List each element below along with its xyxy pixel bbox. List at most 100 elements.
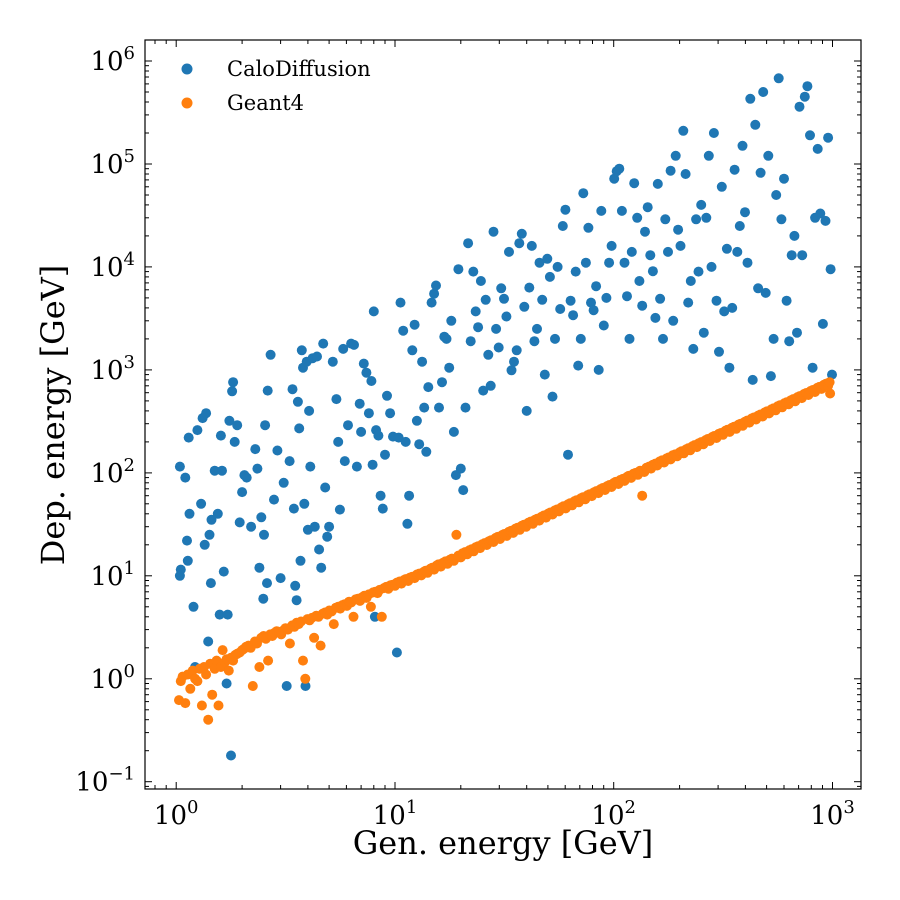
point-calodiffusion — [201, 408, 212, 419]
point-calodiffusion — [742, 257, 753, 268]
point-calodiffusion — [331, 394, 342, 405]
point-calodiffusion — [645, 250, 656, 261]
point-calodiffusion — [732, 246, 743, 257]
point-calodiffusion — [521, 405, 532, 416]
point-calodiffusion — [478, 385, 489, 396]
point-calodiffusion — [292, 396, 303, 407]
point-calodiffusion — [673, 224, 684, 235]
point-calodiffusion — [714, 346, 724, 357]
point-geant4 — [284, 638, 295, 649]
point-calodiffusion — [711, 295, 722, 306]
point-calodiffusion — [647, 266, 658, 277]
point-calodiffusion — [665, 165, 676, 176]
point-calodiffusion — [501, 311, 512, 322]
point-calodiffusion — [377, 503, 388, 514]
point-calodiffusion — [504, 246, 514, 257]
point-geant4 — [637, 490, 648, 501]
point-calodiffusion — [812, 143, 823, 154]
point-calodiffusion — [499, 293, 509, 304]
point-calodiffusion — [485, 380, 496, 391]
point-calodiffusion — [606, 240, 617, 251]
point-calodiffusion — [514, 238, 525, 249]
point-calodiffusion — [740, 207, 750, 218]
point-calodiffusion — [287, 384, 298, 395]
point-calodiffusion — [573, 360, 584, 371]
point-calodiffusion — [747, 374, 758, 385]
point-geant4 — [451, 529, 462, 540]
point-calodiffusion — [771, 190, 782, 200]
point-calodiffusion — [675, 240, 686, 251]
point-geant4 — [180, 698, 191, 709]
point-calodiffusion — [763, 150, 774, 161]
point-geant4 — [348, 611, 359, 622]
point-calodiffusion — [693, 266, 704, 277]
point-calodiffusion — [629, 178, 640, 189]
point-calodiffusion — [583, 222, 594, 233]
point-calodiffusion — [765, 371, 776, 382]
point-calodiffusion — [226, 750, 236, 761]
point-calodiffusion — [290, 580, 301, 591]
point-calodiffusion — [327, 356, 338, 367]
point-calodiffusion — [797, 250, 808, 261]
point-calodiffusion — [199, 539, 210, 550]
point-calodiffusion — [524, 282, 535, 293]
point-calodiffusion — [322, 531, 333, 542]
point-calodiffusion — [721, 243, 732, 254]
point-calodiffusion — [284, 456, 295, 467]
point-calodiffusion — [237, 487, 248, 498]
point-calodiffusion — [598, 320, 609, 331]
point-calodiffusion — [391, 647, 402, 658]
point-calodiffusion — [624, 333, 635, 344]
point-calodiffusion — [366, 376, 377, 386]
point-calodiffusion — [529, 336, 540, 347]
point-calodiffusion — [254, 562, 265, 573]
point-calodiffusion — [395, 297, 406, 308]
point-calodiffusion — [716, 181, 727, 192]
point-calodiffusion — [652, 178, 663, 189]
point-calodiffusion — [668, 315, 679, 326]
point-calodiffusion — [294, 423, 305, 434]
point-calodiffusion — [768, 333, 779, 344]
point-calodiffusion — [555, 304, 566, 314]
point-geant4 — [192, 676, 203, 687]
point-calodiffusion — [827, 369, 837, 380]
point-calodiffusion — [218, 566, 229, 577]
point-calodiffusion — [367, 459, 378, 470]
point-calodiffusion — [701, 212, 712, 223]
point-calodiffusion — [444, 362, 455, 373]
point-calodiffusion — [588, 305, 599, 316]
point-calodiffusion — [509, 356, 519, 367]
y-tick-label: 102 — [90, 455, 135, 489]
point-calodiffusion — [706, 261, 717, 272]
point-calodiffusion — [215, 430, 226, 441]
point-calodiffusion — [655, 293, 666, 304]
point-calodiffusion — [339, 456, 350, 467]
point-calodiffusion — [708, 128, 719, 138]
point-calodiffusion — [295, 555, 306, 566]
point-calodiffusion — [532, 323, 542, 334]
point-calodiffusion — [794, 101, 805, 112]
point-calodiffusion — [241, 472, 252, 483]
point-calodiffusion — [539, 369, 550, 380]
point-calodiffusion — [407, 345, 418, 356]
point-calodiffusion — [334, 504, 345, 515]
point-calodiffusion — [727, 302, 738, 313]
point-calodiffusion — [246, 521, 257, 532]
point-calodiffusion — [496, 283, 507, 294]
point-calodiffusion — [229, 436, 240, 447]
point-calodiffusion — [318, 338, 329, 349]
point-calodiffusion — [634, 276, 645, 286]
point-geant4 — [203, 714, 214, 725]
point-calodiffusion — [815, 208, 826, 219]
point-calodiffusion — [591, 281, 602, 292]
point-calodiffusion — [382, 390, 392, 401]
point-calodiffusion — [789, 230, 800, 241]
x-tick-label: 103 — [810, 797, 855, 831]
point-calodiffusion — [356, 426, 367, 437]
point-calodiffusion — [224, 415, 235, 426]
point-calodiffusion — [475, 276, 486, 286]
point-calodiffusion — [650, 312, 661, 323]
point-geant4 — [825, 388, 836, 399]
point-calodiffusion — [544, 271, 555, 282]
point-calodiffusion — [729, 164, 740, 175]
